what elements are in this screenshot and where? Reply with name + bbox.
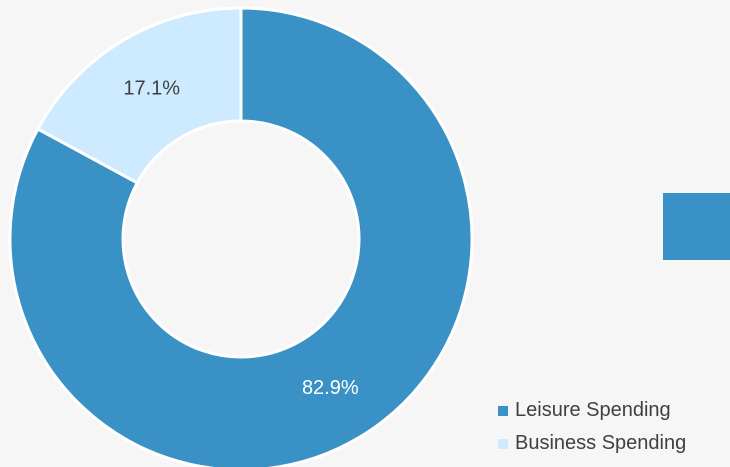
donut-slice-leisure-spending	[8, 6, 474, 467]
legend-item-leisure: Leisure Spending	[498, 394, 730, 427]
legend-item-business: Business Spending	[498, 427, 730, 460]
legend-label-business: Business Spending	[515, 432, 687, 454]
data-label-business-spending: 17.1%	[123, 77, 180, 99]
donut-slices	[8, 6, 474, 467]
data-label-leisure-spending: 82.9%	[302, 377, 359, 399]
legend: Leisure Spending Business Spending	[498, 394, 730, 460]
donut-slice-business-spending	[35, 6, 243, 185]
decorative-blue-square	[663, 193, 730, 260]
legend-label-leisure: Leisure Spending	[515, 399, 671, 421]
legend-swatch-leisure	[498, 405, 508, 416]
legend-swatch-business	[498, 438, 508, 449]
donut-data-labels: 82.9% 17.1%	[123, 77, 359, 399]
